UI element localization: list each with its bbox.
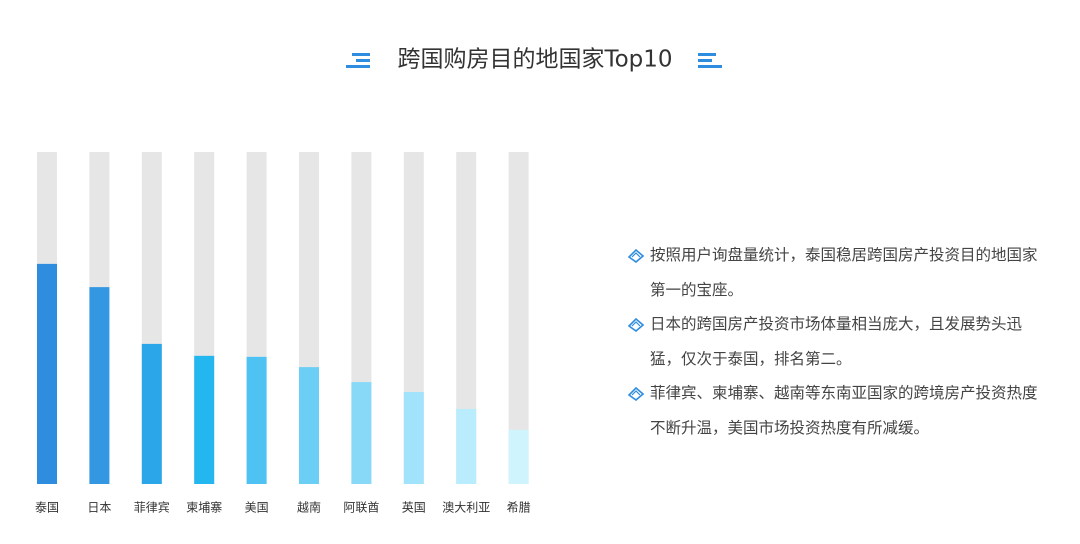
note: 按照用户询盘量统计，泰国稳居跨国房产投资目的地国家第一的宝座。	[626, 238, 1050, 307]
chart-title: 跨国购房目的地国家Top10	[397, 47, 672, 73]
bar	[194, 355, 215, 484]
note-text: 按照用户询盘量统计，泰国稳居跨国房产投资目的地国家第一的宝座。	[650, 246, 1038, 299]
bar	[508, 429, 529, 484]
x-tick-label: 日本	[87, 501, 111, 515]
bullet-icon	[628, 387, 644, 401]
x-tick-label: 柬埔寨	[186, 500, 222, 515]
bullet-icon	[628, 318, 644, 332]
bar-track	[508, 152, 529, 484]
notes: 按照用户询盘量统计，泰国稳居跨国房产投资目的地国家第一的宝座。 日本的跨国房产投资…	[626, 238, 1050, 445]
x-tick-label: 希腊	[507, 500, 531, 515]
note-text: 日本的跨国房产投资市场体量相当庞大，且发展势头迅猛，仅次于泰国，排名第二。	[650, 315, 1023, 368]
bar	[141, 343, 162, 484]
note: 菲律宾、柬埔寨、越南等东南亚国家的跨境房产投资热度不断升温，美国市场投资热度有所…	[626, 376, 1050, 445]
bar	[351, 382, 372, 484]
bar	[456, 408, 477, 484]
x-tick-label: 泰国	[35, 501, 59, 515]
note-text: 菲律宾、柬埔寨、越南等东南亚国家的跨境房产投资热度不断升温，美国市场投资热度有所…	[650, 384, 1038, 437]
x-tick-label: 澳大利亚	[442, 501, 490, 515]
bar	[89, 287, 110, 484]
note: 日本的跨国房产投资市场体量相当庞大，且发展势头迅猛，仅次于泰国，排名第二。	[626, 307, 1050, 376]
bullet-icon	[628, 249, 644, 263]
x-tick-label: 阿联酋	[343, 500, 379, 515]
title-icon-right	[698, 53, 722, 68]
bar	[299, 367, 319, 484]
x-tick-label: 美国	[245, 501, 269, 515]
x-tick-label: 英国	[402, 501, 426, 515]
bar	[246, 356, 267, 484]
title-icon-left	[346, 53, 370, 68]
x-tick-label: 菲律宾	[134, 500, 170, 515]
bar	[403, 392, 424, 484]
bar	[37, 263, 57, 484]
bar-track	[456, 152, 477, 484]
x-tick-label: 越南	[297, 500, 321, 515]
